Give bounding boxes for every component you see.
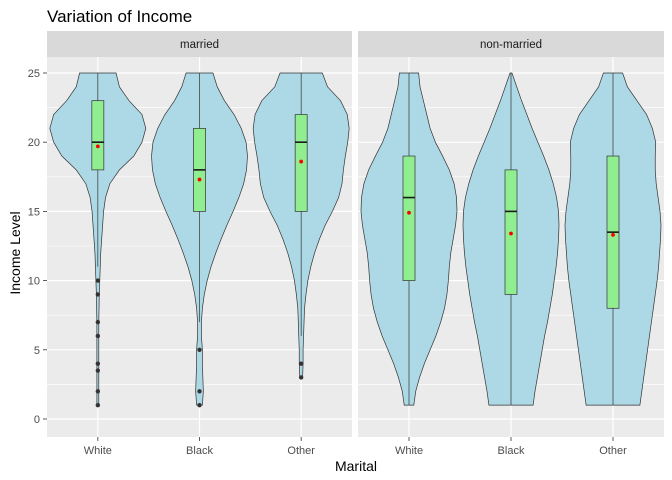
box (402, 155, 416, 281)
mean-point (299, 159, 304, 164)
box (91, 100, 105, 171)
y-tick-label: 20 (28, 137, 40, 149)
violin-group-other (252, 72, 350, 380)
mean-point (95, 144, 100, 149)
violin-group-other (564, 72, 662, 406)
x-tick-label: Other (287, 445, 315, 457)
chart-title: Variation of Income (47, 7, 192, 26)
facet-panel: married White Black Other (47, 31, 352, 457)
outlier-point (298, 361, 304, 366)
mean-point (509, 231, 513, 236)
mean-point (197, 177, 202, 182)
outlier-point (197, 347, 202, 352)
outlier-point (95, 319, 101, 325)
outlier-point (95, 292, 101, 297)
x-tick-label: Other (599, 445, 627, 457)
y-tick-label: 0 (34, 414, 40, 426)
x-tick-label: Black (186, 445, 213, 457)
facet-strip (358, 31, 664, 57)
violin-group-black (462, 72, 560, 406)
y-axis-title: Income Level (7, 211, 23, 294)
outlier-point (95, 389, 101, 394)
outlier-point (298, 375, 304, 380)
outlier-point (95, 368, 101, 373)
outlier-point (95, 333, 101, 339)
violin-group-white (360, 72, 458, 406)
outlier-point (197, 402, 202, 408)
y-tick-label: 10 (28, 276, 40, 288)
outlier-point (95, 402, 101, 408)
facet-strip-label: non-married (480, 39, 542, 51)
x-tick-label: White (84, 445, 112, 457)
violin-group-white (49, 72, 147, 408)
x-axis-title: Marital (335, 458, 377, 474)
facet-strip-label: married (180, 39, 219, 51)
outlier-point (197, 389, 202, 394)
mean-point (407, 210, 411, 215)
violin-group-black (151, 72, 248, 408)
facet-strip (47, 31, 352, 57)
outlier-point (95, 278, 101, 283)
y-tick-label: 5 (34, 345, 40, 357)
mean-point (611, 233, 615, 237)
facet-panel: non-married White Black Other (358, 31, 664, 457)
y-tick-label: 15 (28, 206, 40, 218)
outlier-point (95, 361, 101, 366)
x-tick-label: White (395, 445, 423, 457)
y-axis: 0 5 10 15 20 25 (28, 68, 47, 426)
panels: married White Black Other non-married White Bl… (47, 31, 664, 457)
x-tick-label: Black (498, 445, 525, 457)
y-tick-label: 25 (28, 68, 40, 80)
